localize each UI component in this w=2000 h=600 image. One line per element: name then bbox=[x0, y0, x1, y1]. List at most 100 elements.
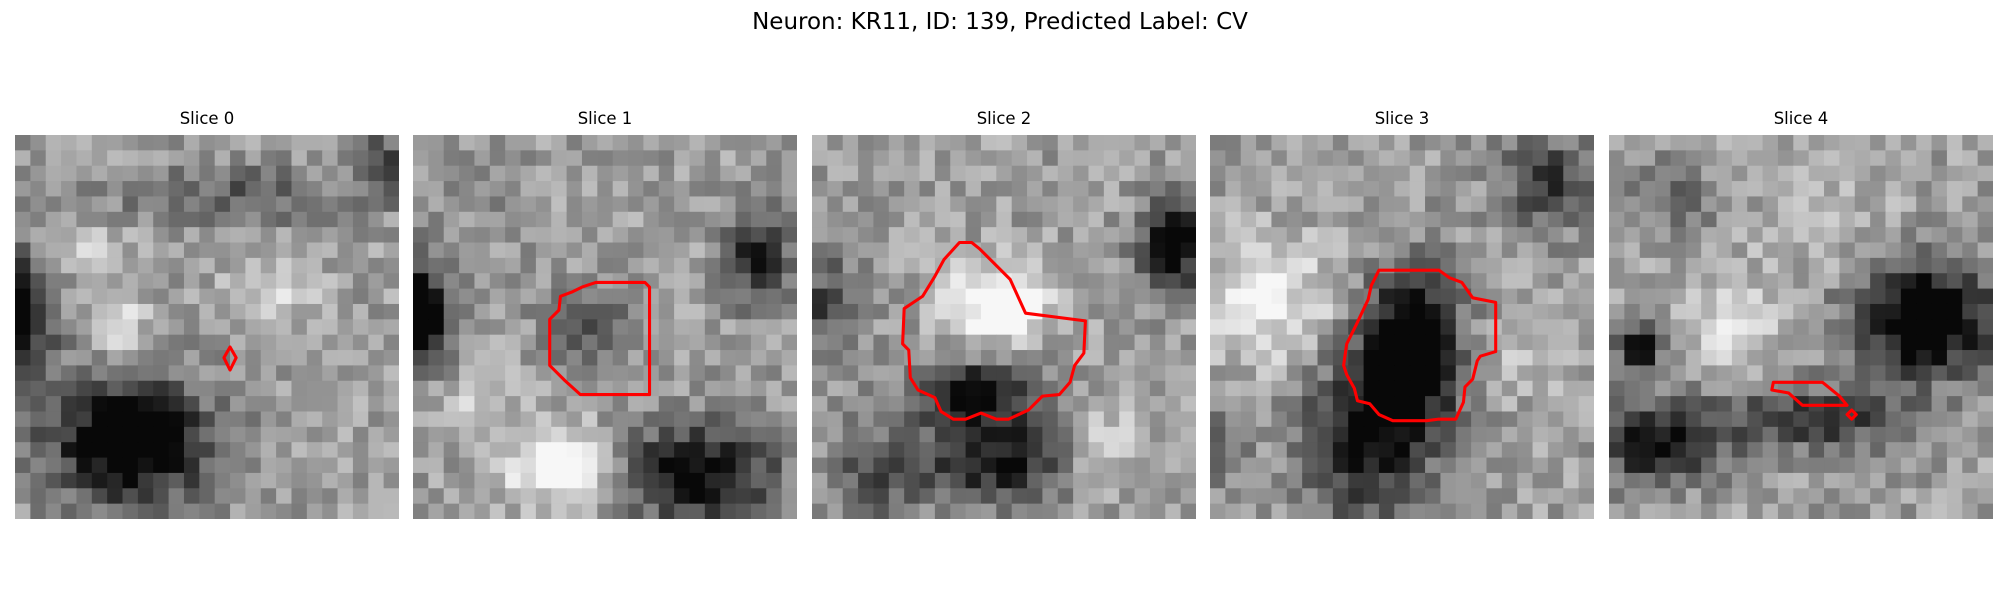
pixel bbox=[904, 165, 920, 182]
pixel bbox=[520, 380, 537, 397]
pixel bbox=[1088, 334, 1105, 351]
pixel bbox=[934, 150, 951, 167]
pixel bbox=[368, 273, 385, 290]
pixel bbox=[1240, 257, 1257, 274]
pixel bbox=[1425, 165, 1441, 182]
pixel bbox=[214, 365, 231, 382]
pixel bbox=[1977, 273, 1993, 290]
pixel bbox=[199, 334, 216, 351]
pixel bbox=[1180, 227, 1196, 243]
pixel bbox=[1900, 242, 1917, 259]
pixel bbox=[1839, 380, 1856, 397]
pixel bbox=[704, 503, 721, 519]
pixel bbox=[827, 288, 844, 305]
pixel bbox=[1946, 165, 1963, 182]
pixel bbox=[689, 503, 706, 519]
pixel bbox=[735, 303, 752, 320]
pixel bbox=[1931, 488, 1948, 505]
pixel bbox=[1271, 350, 1288, 366]
pixel bbox=[812, 442, 828, 459]
pixel bbox=[1317, 196, 1334, 213]
pixel bbox=[1180, 303, 1196, 320]
pixel bbox=[1134, 288, 1151, 305]
pixel bbox=[1440, 242, 1457, 259]
pixel bbox=[1425, 288, 1441, 305]
pixel bbox=[1946, 273, 1963, 290]
pixel bbox=[245, 426, 262, 443]
pixel bbox=[597, 396, 614, 412]
pixel bbox=[1011, 334, 1028, 351]
pixel bbox=[428, 503, 445, 519]
pixel bbox=[888, 503, 905, 519]
pixel bbox=[1716, 242, 1733, 259]
pixel bbox=[934, 442, 951, 459]
pixel bbox=[597, 457, 614, 474]
pixel bbox=[368, 165, 385, 182]
pixel bbox=[352, 181, 369, 197]
pixel bbox=[1609, 165, 1625, 182]
pixel bbox=[1701, 426, 1717, 443]
pixel bbox=[291, 150, 308, 167]
pixel bbox=[1916, 396, 1933, 412]
pixel bbox=[1839, 488, 1856, 505]
pixel bbox=[1870, 488, 1886, 505]
pixel bbox=[1027, 442, 1043, 459]
pixel bbox=[1701, 457, 1717, 474]
pixel bbox=[245, 319, 262, 336]
pixel bbox=[1977, 288, 1993, 305]
pixel bbox=[1578, 150, 1594, 167]
pixel bbox=[1931, 334, 1948, 351]
pixel bbox=[76, 135, 93, 151]
pixel bbox=[15, 396, 31, 412]
pixel bbox=[1685, 411, 1702, 428]
pixel bbox=[1378, 211, 1395, 228]
pixel bbox=[1639, 165, 1656, 182]
pixel bbox=[950, 227, 967, 243]
pixel bbox=[919, 350, 936, 366]
pixel bbox=[1517, 303, 1534, 320]
pixel bbox=[260, 488, 277, 505]
pixel bbox=[91, 150, 108, 167]
pixel bbox=[306, 227, 323, 243]
pixel bbox=[1839, 472, 1856, 489]
pixel bbox=[1256, 288, 1272, 305]
pixel bbox=[812, 472, 828, 489]
pixel bbox=[1808, 426, 1825, 443]
pixel bbox=[214, 211, 231, 228]
pixel bbox=[520, 227, 537, 243]
pixel bbox=[689, 319, 706, 336]
pixel bbox=[1088, 211, 1105, 228]
pixel bbox=[1240, 488, 1257, 505]
pixel bbox=[1073, 165, 1089, 182]
pixel bbox=[1777, 257, 1794, 274]
pixel bbox=[950, 350, 967, 366]
pixel bbox=[1149, 150, 1166, 167]
pixel bbox=[1793, 288, 1810, 305]
pixel bbox=[1885, 181, 1902, 197]
pixel bbox=[1165, 334, 1182, 351]
pixel bbox=[1409, 334, 1426, 351]
pixel bbox=[61, 165, 77, 182]
pixel bbox=[1670, 503, 1687, 519]
pixel bbox=[474, 257, 491, 274]
pixel bbox=[1378, 288, 1395, 305]
pixel bbox=[1962, 257, 1979, 274]
pixel bbox=[1624, 472, 1641, 489]
pixel bbox=[505, 135, 521, 151]
pixel bbox=[720, 319, 737, 336]
pixel bbox=[1916, 319, 1933, 336]
pixel bbox=[1916, 150, 1933, 167]
pixel bbox=[858, 411, 874, 428]
pixel bbox=[1701, 396, 1717, 412]
pixel bbox=[122, 288, 139, 305]
pixel bbox=[704, 319, 721, 336]
pixel bbox=[1609, 380, 1625, 397]
pixel bbox=[1916, 135, 1933, 151]
pixel bbox=[291, 181, 308, 197]
pixel bbox=[704, 411, 721, 428]
pixel bbox=[199, 165, 216, 182]
pixel bbox=[61, 411, 77, 428]
pixel bbox=[781, 472, 797, 489]
pixel bbox=[276, 503, 292, 519]
pixel bbox=[337, 350, 354, 366]
